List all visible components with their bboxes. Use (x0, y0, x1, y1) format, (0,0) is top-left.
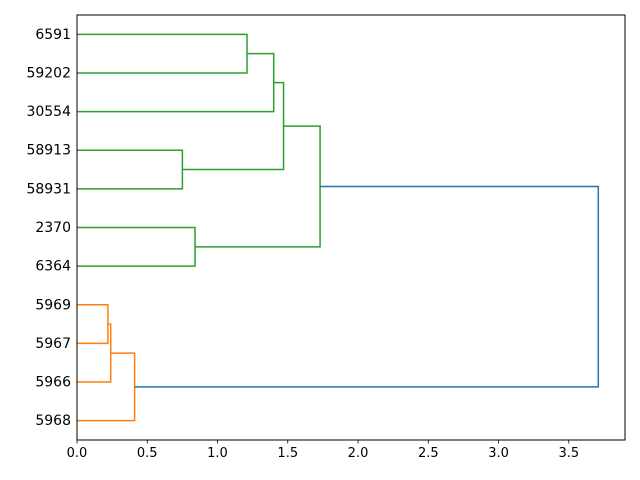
leaf-label: 30554 (26, 104, 71, 120)
leaf-label: 5967 (35, 336, 71, 352)
x-tick-label: 2.0 (348, 446, 369, 461)
leaf-label: 6364 (35, 259, 71, 275)
x-tick-label: 1.5 (277, 446, 298, 461)
leaf-label: 58913 (26, 143, 71, 159)
leaf-label: 5968 (35, 413, 71, 429)
x-tick-label: 3.0 (488, 446, 509, 461)
x-tick-label: 2.5 (418, 446, 439, 461)
x-tick-label: 1.0 (207, 446, 228, 461)
dendrogram-link (195, 125, 321, 248)
dendrogram-link (134, 185, 600, 388)
leaf-label: 58931 (26, 181, 71, 197)
dendrogram-link (77, 323, 112, 383)
leaf-label: 5966 (35, 375, 71, 391)
dendrogram-link (77, 352, 136, 422)
leaf-label: 5969 (35, 297, 71, 313)
plot-border (76, 14, 626, 441)
leaf-label: 2370 (35, 220, 71, 236)
x-tick-label: 3.5 (558, 446, 579, 461)
x-tick-label: 0.5 (137, 446, 158, 461)
leaf-label: 59202 (26, 65, 71, 81)
x-tick-label: 0.0 (67, 446, 88, 461)
leaf-label: 6591 (35, 27, 71, 43)
